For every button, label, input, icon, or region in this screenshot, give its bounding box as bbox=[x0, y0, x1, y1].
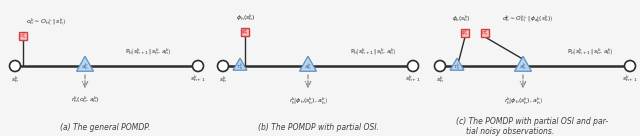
Text: $s_h^k$: $s_h^k$ bbox=[11, 75, 19, 85]
Text: $a_h^k$: $a_h^k$ bbox=[304, 62, 312, 72]
Text: $s_{h+1}^k$: $s_{h+1}^k$ bbox=[622, 74, 638, 84]
Text: $\sigma_h^k{\sim}O_h^k\!\left(\cdot\,|\,\phi_{a_h^k}(s_h^k)\right)$: $\sigma_h^k{\sim}O_h^k\!\left(\cdot\,|\,… bbox=[502, 13, 552, 25]
Bar bbox=[19, 32, 27, 40]
Text: $o_h^k$: $o_h^k$ bbox=[19, 31, 27, 41]
Polygon shape bbox=[450, 58, 464, 70]
Circle shape bbox=[625, 61, 636, 72]
Bar bbox=[461, 29, 469, 37]
Text: (c) The POMDP with partial OSI and par-: (c) The POMDP with partial OSI and par- bbox=[456, 118, 608, 126]
Text: $s_h^k$: $s_h^k$ bbox=[436, 75, 444, 85]
Text: $\tau_h^k$: $\tau_h^k$ bbox=[236, 62, 244, 72]
Text: $r_h^k\!\left(\phi_h(s_h^k),a_h^k\right)$: $r_h^k\!\left(\phi_h(s_h^k),a_h^k\right)… bbox=[504, 95, 542, 106]
Text: (a) The general POMDP.: (a) The general POMDP. bbox=[60, 123, 150, 132]
Circle shape bbox=[193, 61, 204, 72]
Text: $\phi_h(s_h^k)$: $\phi_h(s_h^k)$ bbox=[236, 13, 256, 23]
Text: $\sigma_h^k$: $\sigma_h^k$ bbox=[481, 28, 489, 38]
Text: $\phi_h^k$: $\phi_h^k$ bbox=[461, 28, 469, 38]
Text: $\mathrm{P}_h\!\left(s_{h+1}^k\,|\,s_h^k,a_h^k\right)$: $\mathrm{P}_h\!\left(s_{h+1}^k\,|\,s_h^k… bbox=[566, 47, 613, 57]
Polygon shape bbox=[233, 58, 247, 70]
Circle shape bbox=[408, 61, 419, 72]
Polygon shape bbox=[300, 56, 317, 71]
Circle shape bbox=[435, 61, 445, 72]
Text: $r_h^k(o_h^k,a_h^k)$: $r_h^k(o_h^k,a_h^k)$ bbox=[70, 95, 99, 105]
Text: $a_h^k$: $a_h^k$ bbox=[519, 62, 527, 72]
Text: tial noisy observations.: tial noisy observations. bbox=[466, 126, 554, 135]
Text: $\phi_h(s_h^k)$: $\phi_h(s_h^k)$ bbox=[452, 14, 470, 24]
Bar bbox=[241, 28, 249, 36]
Circle shape bbox=[218, 61, 228, 72]
Text: $\mathrm{P}_h\!\left(s_{h+1}^k\,|\,s_h^k,a_h^k\right)$: $\mathrm{P}_h\!\left(s_{h+1}^k\,|\,s_h^k… bbox=[125, 47, 172, 57]
Text: $o_h^k{\sim}O_h\!\left(\cdot\,|\,s_h^k\right)$: $o_h^k{\sim}O_h\!\left(\cdot\,|\,s_h^k\r… bbox=[26, 17, 66, 27]
Polygon shape bbox=[77, 56, 93, 71]
Text: $a_h^k$: $a_h^k$ bbox=[81, 62, 89, 72]
Text: $s_{h+1}^k$: $s_{h+1}^k$ bbox=[190, 74, 206, 84]
Text: $\mathrm{P}_h\!\left(s_{h+1}^k\,|\,s_h^k,a_h^k\right)$: $\mathrm{P}_h\!\left(s_{h+1}^k\,|\,s_h^k… bbox=[349, 47, 396, 57]
Bar bbox=[481, 29, 489, 37]
Polygon shape bbox=[515, 56, 531, 71]
Text: (b) The POMDP with partial OSI.: (b) The POMDP with partial OSI. bbox=[257, 123, 378, 132]
Text: $s_{h+1}^k$: $s_{h+1}^k$ bbox=[405, 74, 421, 84]
Text: $\tau_h^k$: $\tau_h^k$ bbox=[453, 62, 461, 72]
Text: $\phi_h^k$: $\phi_h^k$ bbox=[241, 27, 249, 37]
Circle shape bbox=[10, 61, 20, 72]
Text: $r_h^k\!\left(\phi_h(s_h^k),a_h^k\right)$: $r_h^k\!\left(\phi_h(s_h^k),a_h^k\right)… bbox=[289, 95, 327, 106]
Text: $s_h^k$: $s_h^k$ bbox=[219, 75, 227, 85]
